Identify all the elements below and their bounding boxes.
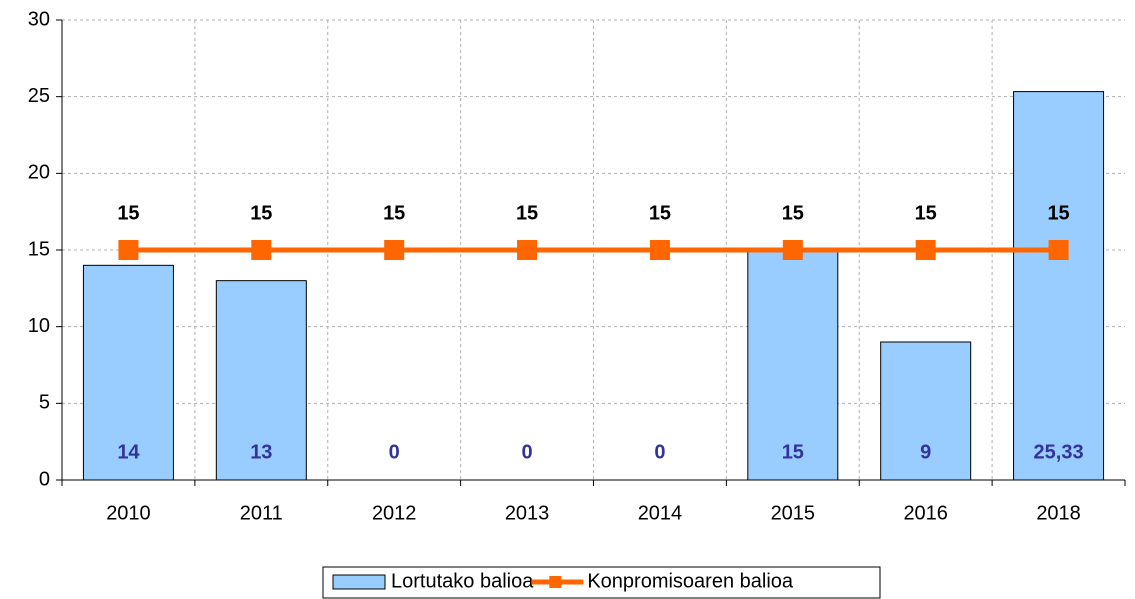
bar-value-label: 0 — [654, 441, 665, 463]
y-tick-label: 30 — [28, 8, 50, 30]
line-value-label: 15 — [383, 202, 405, 224]
line-value-label: 15 — [1047, 202, 1069, 224]
bar-value-label: 0 — [389, 441, 400, 463]
legend-swatch — [332, 574, 386, 590]
x-tick-label: 2015 — [771, 502, 816, 524]
line-marker — [517, 240, 538, 260]
y-tick-label: 0 — [39, 468, 50, 490]
line-marker — [649, 240, 670, 260]
line-marker — [118, 240, 139, 260]
bar-value-label: 14 — [117, 441, 140, 463]
y-tick-label: 20 — [28, 162, 50, 184]
y-tick-label: 10 — [28, 315, 50, 337]
y-tick-label: 5 — [39, 392, 50, 414]
bar — [1013, 91, 1105, 481]
x-tick-label: 2011 — [240, 502, 283, 524]
line-marker — [1048, 240, 1069, 260]
line-marker — [915, 240, 936, 260]
y-tick-label: 25 — [28, 85, 50, 107]
x-tick-label: 2018 — [1036, 502, 1081, 524]
line-marker — [251, 240, 272, 260]
bar — [880, 341, 972, 481]
bar — [215, 280, 307, 481]
line-value-label: 15 — [649, 202, 671, 224]
legend-box — [322, 566, 881, 599]
x-tick-label: 2010 — [106, 502, 151, 524]
x-tick-label: 2016 — [903, 502, 948, 524]
bar-value-label: 25,33 — [1034, 441, 1084, 463]
bar-value-label: 0 — [522, 441, 533, 463]
line-value-label: 15 — [782, 202, 804, 224]
bar-value-label: 13 — [250, 441, 272, 463]
bar-value-label: 15 — [782, 441, 804, 463]
line-value-label: 15 — [516, 202, 538, 224]
x-tick-label: 2013 — [505, 502, 550, 524]
bar-value-label: 9 — [920, 441, 931, 463]
line-value-label: 15 — [250, 202, 272, 224]
legend-label: Konpromisoaren balioa — [587, 570, 794, 592]
legend-swatch-marker — [549, 576, 562, 588]
x-tick-label: 2014 — [638, 502, 683, 524]
line-value-label: 15 — [117, 202, 139, 224]
x-tick-label: 2012 — [372, 502, 417, 524]
y-tick-label: 15 — [28, 238, 50, 260]
line-marker — [782, 240, 803, 260]
line-value-label: 15 — [915, 202, 937, 224]
legend-label: Lortutako balioa — [391, 570, 534, 592]
line-marker — [384, 240, 405, 260]
